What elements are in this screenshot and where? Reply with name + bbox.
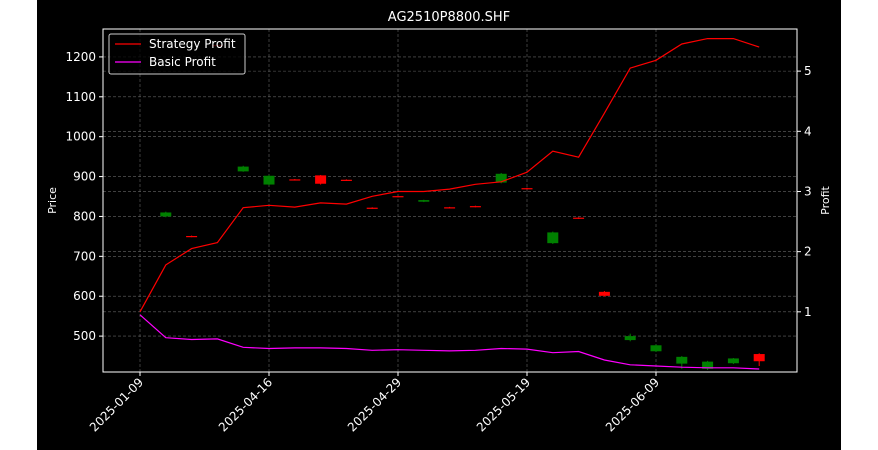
candle-body-19 <box>650 345 662 352</box>
candle-body-12 <box>469 206 481 208</box>
x-tick-label-2: 2025-04-29 <box>345 375 404 434</box>
left-tick-label-700: 700 <box>73 249 96 263</box>
candle-body-14 <box>521 188 533 190</box>
x-tick-label-4: 2025-06-09 <box>603 375 662 434</box>
candle-body-9 <box>392 196 404 198</box>
right-axis-label: Profit <box>819 185 832 214</box>
left-y-axis: 500 600 700 800 900 1000 1100 1200 <box>65 50 103 343</box>
legend-strategy-label: Strategy Profit <box>149 37 236 51</box>
left-tick-label-1100: 1100 <box>65 90 96 104</box>
right-tick-label-3: 3 <box>804 184 812 198</box>
chart-title: AG2510P8800.SHF <box>388 10 510 25</box>
candle-body-1 <box>186 235 198 238</box>
candle-body-18 <box>624 336 636 341</box>
candle-body-16 <box>573 217 585 219</box>
candle-body-6 <box>315 175 327 184</box>
candle-body-20 <box>676 356 688 364</box>
candle-body-23 <box>753 354 765 362</box>
left-tick-label-1000: 1000 <box>65 130 96 144</box>
candle-body-8 <box>366 207 378 209</box>
candle-body-11 <box>444 207 456 209</box>
left-tick-label-800: 800 <box>73 209 96 223</box>
left-tick-label-1200: 1200 <box>65 50 96 64</box>
right-tick-label-1: 1 <box>804 305 812 319</box>
candle-body-4 <box>263 175 275 185</box>
grid-lines <box>103 29 797 372</box>
right-tick-label-5: 5 <box>804 64 812 78</box>
candlestick-profit-chart: AG2510P8800.SHF 500 600 700 800 900 1000 1100 1… <box>46 10 832 434</box>
profit-lines <box>139 37 760 370</box>
legend-basic-label: Basic Profit <box>149 55 216 69</box>
candle-body-5 <box>289 179 301 181</box>
candle-body-0 <box>160 212 172 217</box>
strategy-profit-line <box>139 37 760 313</box>
candle-body-7 <box>340 179 352 181</box>
right-tick-label-4: 4 <box>804 124 812 138</box>
left-tick-label-600: 600 <box>73 289 96 303</box>
left-tick-label-900: 900 <box>73 170 96 184</box>
basic-profit-line <box>139 314 760 370</box>
x-tick-label-0: 2025-01-09 <box>87 375 146 434</box>
x-tick-label-1: 2025-04-16 <box>216 375 275 434</box>
chart-figure: AG2510P8800.SHF 500 600 700 800 900 1000 1100 1… <box>37 0 841 450</box>
candle-body-17 <box>598 291 610 296</box>
candle-body-15 <box>547 232 559 244</box>
candle-body-3 <box>237 166 249 172</box>
plot-frame <box>102 28 798 373</box>
right-y-axis: 1 2 3 4 5 <box>797 64 812 319</box>
candle-body-10 <box>418 200 430 202</box>
candle-body-22 <box>727 358 739 364</box>
left-axis-label: Price <box>46 187 59 214</box>
legend: Strategy Profit Basic Profit <box>108 33 246 75</box>
candle-body-21 <box>702 361 714 369</box>
x-tick-label-3: 2025-05-19 <box>474 375 533 434</box>
x-axis: 2025-01-09 2025-04-16 2025-04-29 2025-05-19… <box>87 372 662 434</box>
left-tick-label-500: 500 <box>73 329 96 343</box>
right-tick-label-2: 2 <box>804 245 812 259</box>
legend-box <box>108 33 246 75</box>
candle-body-13 <box>495 173 507 183</box>
